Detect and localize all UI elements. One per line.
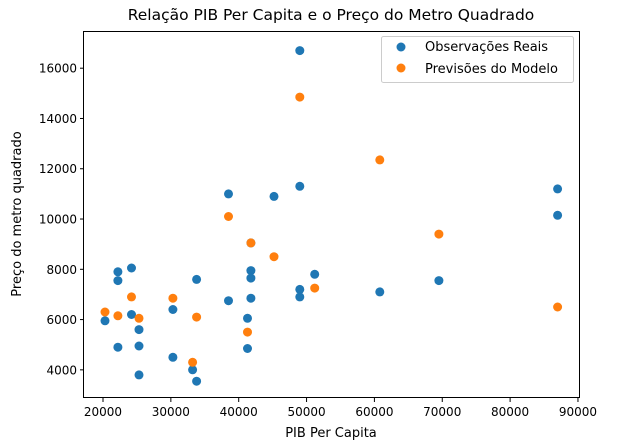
y-tick-label-0: 4000 [46,363,77,377]
observed-point-27 [310,269,320,279]
observed-point-17 [243,344,252,353]
predicted-point-8 [243,327,252,337]
observed-point-2 [113,276,123,286]
predicted-point-12 [310,283,320,293]
observed-point-29 [434,276,444,286]
y-tick-label-5: 14000 [39,112,77,126]
observed-point-25 [295,284,305,294]
y-tick-label-6: 16000 [39,62,77,76]
observed-point-1 [113,267,123,277]
observed-point-28 [375,287,385,297]
predicted-point-11 [295,92,305,102]
y-tick-label-1: 6000 [46,313,77,327]
y-axis-title: Preço do metro quadrado [10,131,25,296]
predicted-point-1 [113,311,123,321]
observed-point-22 [269,191,279,201]
x-tick-label-2: 40000 [220,405,258,419]
observed-point-21 [246,293,256,303]
predicted-point-15 [553,302,563,312]
observed-point-6 [134,325,144,335]
observed-point-30 [553,184,563,194]
observed-point-24 [295,181,305,191]
x-tick-label-7: 90000 [559,405,597,419]
observed-point-7 [134,341,144,351]
observed-point-5 [127,310,136,319]
predicted-point-13 [375,155,385,165]
y-tick-label-4: 12000 [39,162,77,176]
x-axis-title: PIB Per Capita [285,426,377,441]
y-tick-label-2: 8000 [46,263,77,277]
y-tick-label-3: 10000 [39,213,77,227]
plot-marks [100,46,563,386]
observed-point-19 [246,266,256,276]
observed-point-31 [553,210,563,220]
legend-box [381,36,574,83]
predicted-point-5 [188,357,198,367]
predicted-point-10 [269,252,279,262]
observed-point-14 [224,189,233,199]
observed-point-11 [188,365,198,375]
legend-marker-previsoes-do-modelo [396,63,406,73]
predicted-point-3 [134,313,144,323]
observed-point-4 [127,263,136,273]
y-axis: 4000 6000 8000 10000 12000 14000 16000 [39,62,84,377]
predicted-point-7 [224,212,233,221]
legend-marker-observacoes-reais [396,42,406,52]
legend-label-observacoes-reais: Observações Reais [425,40,548,55]
x-tick-label-1: 30000 [152,405,190,419]
chart-title: Relação PIB Per Capita e o Preço do Metr… [128,6,535,24]
observed-point-12 [192,376,202,386]
observed-point-3 [113,342,123,352]
observed-point-0 [100,316,110,326]
observed-point-26 [295,292,305,302]
observed-point-13 [192,274,202,284]
observed-point-16 [243,313,252,323]
predicted-point-14 [434,229,444,239]
predicted-point-4 [168,293,178,303]
predicted-point-2 [127,292,136,302]
legend-label-previsoes-do-modelo: Previsões do Modelo [425,62,558,77]
predicted-point-9 [246,238,256,248]
x-tick-label-3: 50000 [287,405,325,419]
observed-point-10 [168,305,178,314]
predicted-point-6 [192,312,202,322]
observed-point-23 [295,46,305,56]
observed-point-15 [224,296,233,306]
x-tick-label-5: 70000 [423,405,461,419]
x-tick-label-4: 60000 [355,405,393,419]
legend: Observações Reais Previsões do Modelo [381,36,574,83]
observed-point-8 [134,370,144,380]
observed-point-20 [246,273,256,283]
observed-point-9 [168,352,178,362]
plot-frame [83,31,580,398]
x-axis: 20000 30000 40000 50000 60000 70000 80000 90000 [84,398,597,419]
x-tick-label-0: 20000 [84,405,122,419]
predicted-point-0 [100,307,110,317]
x-tick-label-6: 80000 [491,405,529,419]
